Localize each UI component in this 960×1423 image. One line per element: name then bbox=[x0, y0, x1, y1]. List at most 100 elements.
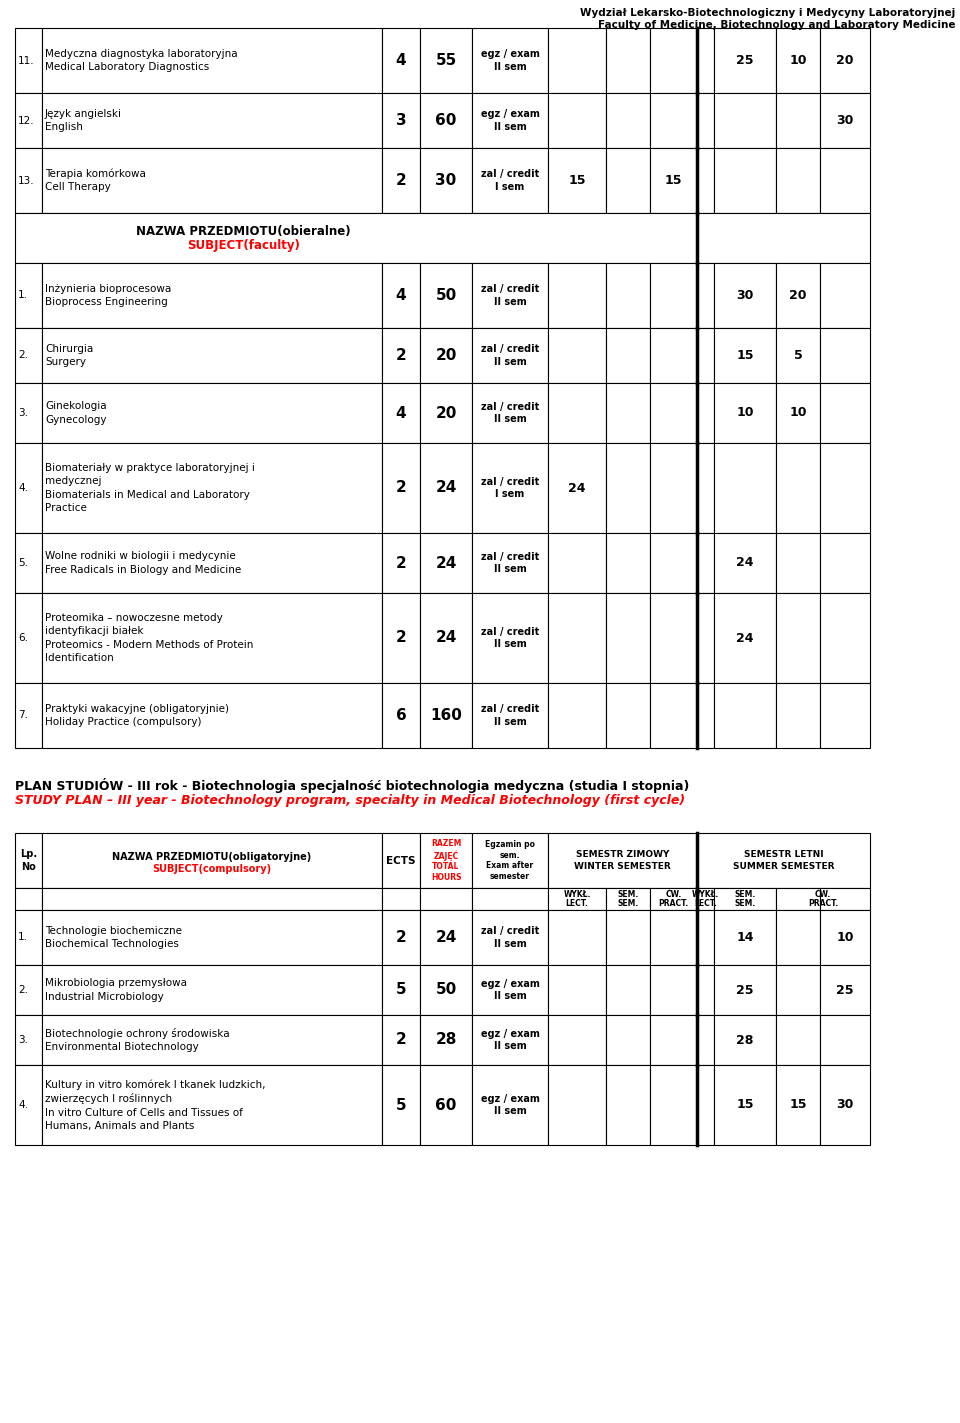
Bar bbox=[548, 888, 606, 909]
Bar bbox=[15, 965, 42, 1015]
Bar bbox=[606, 1064, 650, 1146]
Text: 30: 30 bbox=[836, 1099, 853, 1111]
Text: 24: 24 bbox=[435, 481, 457, 495]
Bar bbox=[820, 965, 870, 1015]
Bar bbox=[606, 443, 650, 534]
Text: ECTS: ECTS bbox=[386, 855, 416, 865]
Bar bbox=[820, 534, 870, 593]
Bar bbox=[472, 327, 548, 383]
Bar bbox=[697, 832, 870, 888]
Bar bbox=[15, 327, 42, 383]
Bar bbox=[42, 534, 382, 593]
Bar bbox=[697, 888, 714, 909]
Text: 28: 28 bbox=[435, 1033, 457, 1047]
Text: 15: 15 bbox=[568, 174, 586, 186]
Text: 55: 55 bbox=[436, 53, 457, 68]
Bar bbox=[606, 92, 650, 148]
Text: ĆW.
PRACT.: ĆW. PRACT. bbox=[808, 889, 838, 908]
Text: NAZWA PRZEDMIOTU(obieralne): NAZWA PRZEDMIOTU(obieralne) bbox=[136, 225, 350, 239]
Bar bbox=[548, 965, 606, 1015]
Bar bbox=[382, 92, 420, 148]
Bar bbox=[15, 213, 870, 263]
Bar bbox=[15, 383, 42, 443]
Text: Wydział Lekarsko-Biotechnologiczny i Medycyny Laboratoryjnej: Wydział Lekarsko-Biotechnologiczny i Med… bbox=[580, 9, 955, 18]
Bar bbox=[472, 92, 548, 148]
Bar bbox=[606, 593, 650, 683]
Text: 60: 60 bbox=[435, 112, 457, 128]
Bar bbox=[472, 832, 548, 888]
Bar bbox=[650, 263, 714, 327]
Text: 4: 4 bbox=[396, 406, 406, 421]
Bar bbox=[820, 148, 870, 213]
Bar bbox=[650, 92, 714, 148]
Bar bbox=[650, 383, 714, 443]
Text: Język angielski
English: Język angielski English bbox=[45, 110, 122, 132]
Text: Kultury in vitro komórek I tkanek ludzkich,
zwierzęcych I roślinnych
In vitro Cu: Kultury in vitro komórek I tkanek ludzki… bbox=[45, 1079, 266, 1131]
Bar bbox=[472, 909, 548, 965]
Bar bbox=[776, 1064, 820, 1146]
Bar bbox=[548, 1064, 606, 1146]
Bar bbox=[42, 909, 382, 965]
Bar bbox=[606, 965, 650, 1015]
Bar bbox=[776, 534, 820, 593]
Text: SEM.
SEM.: SEM. SEM. bbox=[734, 889, 756, 908]
Text: 13.: 13. bbox=[18, 175, 35, 185]
Bar bbox=[714, 534, 776, 593]
Bar bbox=[42, 383, 382, 443]
Bar bbox=[776, 327, 820, 383]
Text: zal / credit
II sem: zal / credit II sem bbox=[481, 552, 540, 575]
Bar bbox=[420, 909, 472, 965]
Text: 15: 15 bbox=[736, 349, 754, 361]
Bar bbox=[714, 909, 776, 965]
Text: zal / credit
II sem: zal / credit II sem bbox=[481, 926, 540, 949]
Text: 2: 2 bbox=[396, 555, 406, 571]
Bar bbox=[714, 593, 776, 683]
Bar bbox=[820, 327, 870, 383]
Text: SEMESTR LETNI
SUMMER SEMESTER: SEMESTR LETNI SUMMER SEMESTER bbox=[732, 851, 834, 871]
Bar bbox=[548, 593, 606, 683]
Bar bbox=[650, 909, 714, 965]
Text: SUBJECT(compulsory): SUBJECT(compulsory) bbox=[153, 864, 272, 874]
Text: 7.: 7. bbox=[18, 710, 28, 720]
Text: 2: 2 bbox=[396, 481, 406, 495]
Text: 30: 30 bbox=[836, 114, 853, 127]
Bar bbox=[420, 534, 472, 593]
Bar bbox=[15, 1064, 42, 1146]
Bar bbox=[382, 1064, 420, 1146]
Bar bbox=[606, 148, 650, 213]
Text: zal / credit
I sem: zal / credit I sem bbox=[481, 477, 540, 499]
Text: 5.: 5. bbox=[18, 558, 28, 568]
Text: PLAN STUDIÓW - III rok - Biotechnologia specjalność biotechnologia medyczna (stu: PLAN STUDIÓW - III rok - Biotechnologia … bbox=[15, 778, 689, 793]
Bar bbox=[650, 534, 714, 593]
Bar bbox=[15, 683, 42, 748]
Bar bbox=[42, 443, 382, 534]
Bar bbox=[548, 1015, 606, 1064]
Bar bbox=[382, 832, 420, 888]
Bar bbox=[650, 593, 714, 683]
Text: SUBJECT(faculty): SUBJECT(faculty) bbox=[187, 239, 300, 252]
Bar bbox=[776, 593, 820, 683]
Bar bbox=[714, 1015, 776, 1064]
Bar bbox=[776, 888, 820, 909]
Bar bbox=[15, 832, 42, 888]
Text: egz / exam
II sem: egz / exam II sem bbox=[481, 979, 540, 1002]
Bar bbox=[650, 443, 714, 534]
Bar bbox=[776, 383, 820, 443]
Bar bbox=[382, 148, 420, 213]
Bar bbox=[820, 28, 870, 92]
Text: 2: 2 bbox=[396, 174, 406, 188]
Bar bbox=[42, 1015, 382, 1064]
Bar bbox=[714, 327, 776, 383]
Text: egz / exam
II sem: egz / exam II sem bbox=[481, 1029, 540, 1052]
Bar bbox=[650, 888, 697, 909]
Text: 25: 25 bbox=[736, 54, 754, 67]
Bar bbox=[776, 683, 820, 748]
Bar bbox=[820, 593, 870, 683]
Text: Biomateriały w praktyce laboratoryjnej i
medycznej
Biomaterials in Medical and L: Biomateriały w praktyce laboratoryjnej i… bbox=[45, 464, 254, 512]
Bar bbox=[42, 965, 382, 1015]
Bar bbox=[606, 888, 650, 909]
Text: zal / credit
II sem: zal / credit II sem bbox=[481, 704, 540, 727]
Text: 50: 50 bbox=[436, 287, 457, 303]
Text: Wolne rodniki w biologii i medycynie
Free Radicals in Biology and Medicine: Wolne rodniki w biologii i medycynie Fre… bbox=[45, 551, 241, 575]
Text: 2: 2 bbox=[396, 349, 406, 363]
